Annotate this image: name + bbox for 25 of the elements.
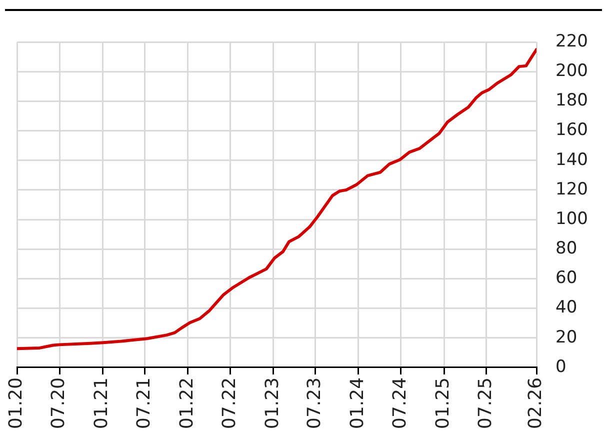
x-tick-label: 07.23 (304, 377, 326, 429)
y-tick-label: 60 (556, 268, 578, 288)
y-tick-label: 100 (556, 208, 588, 229)
x-tick-label: 02.26 (525, 377, 546, 429)
x-tick-label: 01.23 (262, 377, 283, 429)
y-tick-label: 80 (556, 238, 578, 259)
y-tick-label: 20 (556, 327, 578, 348)
x-tick-label: 01.25 (432, 377, 454, 429)
x-tick-label: 01.21 (91, 377, 112, 429)
y-tick-label: 200 (556, 61, 588, 82)
x-tick-label: 07.25 (474, 377, 496, 429)
x-tick-label: 01.22 (176, 377, 198, 429)
y-tick-label: 40 (556, 298, 578, 318)
y-tick-label: 220 (556, 31, 588, 52)
x-tick-label: 07.22 (218, 377, 240, 429)
y-tick-label: 160 (556, 120, 588, 140)
y-tick-label: 120 (556, 179, 588, 200)
y-tick-label: 180 (556, 90, 588, 111)
x-tick-label: 01.20 (6, 377, 27, 429)
x-tick-label: 07.20 (48, 377, 70, 429)
x-tick-label: 07.24 (390, 377, 411, 429)
x-tick-label: 07.21 (134, 377, 155, 429)
y-tick-label: 0 (556, 356, 566, 377)
x-tick-label: 01.24 (347, 377, 368, 429)
y-tick-label: 140 (556, 150, 588, 170)
